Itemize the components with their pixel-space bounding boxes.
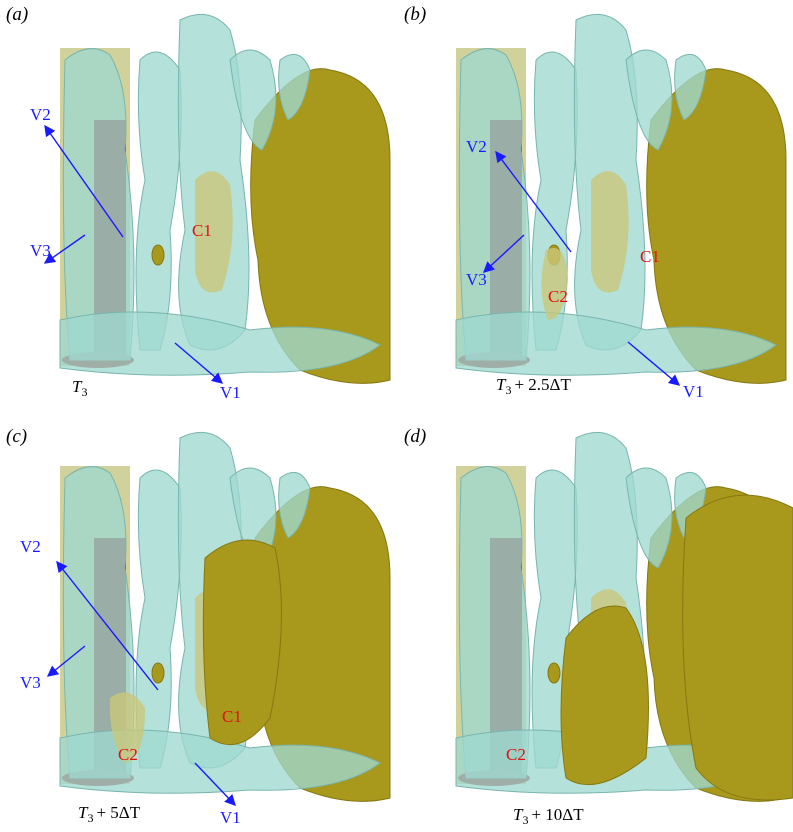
- panel-b: (b) V2 V3 V1 C1 C2 T3 + 2.5ΔT: [404, 4, 787, 401]
- time-suffix: + 2.5ΔT: [514, 375, 571, 394]
- core-label: C1: [640, 247, 660, 266]
- vortex-label: V3: [20, 673, 41, 692]
- panel-a: (a) V2 V3 V1 C1 T3: [6, 4, 391, 402]
- time-subscript: 3: [522, 813, 528, 827]
- arrow: [56, 560, 159, 691]
- vortex-label: V3: [466, 270, 487, 289]
- arrow: [482, 234, 525, 273]
- panel-label: (a): [6, 4, 28, 25]
- time-label: T3 + 2.5ΔT: [496, 375, 571, 397]
- core-label: C1: [192, 221, 212, 240]
- time-symbol: T: [72, 377, 83, 396]
- arrow: [46, 645, 86, 677]
- panel-c: (c) V2 V3 V1 C1 C2 T3 + 5ΔT: [6, 426, 391, 827]
- vortex-label: V2: [20, 537, 41, 556]
- vortex-label: V1: [220, 383, 241, 402]
- panel-label: (b): [404, 4, 426, 25]
- time-suffix: + 10ΔT: [531, 805, 584, 824]
- vortex-label: V1: [683, 382, 704, 401]
- time-label: T3 + 10ΔT: [513, 805, 584, 827]
- core-label: C2: [548, 287, 568, 306]
- vortex-label: V2: [466, 137, 487, 156]
- arrow: [627, 341, 681, 386]
- arrow: [43, 234, 86, 264]
- time-subscript: 3: [87, 811, 93, 825]
- panel-label: (d): [404, 426, 426, 447]
- time-label: T3 + 5ΔT: [78, 803, 141, 825]
- time-label: T3: [72, 377, 87, 399]
- arrow: [44, 124, 124, 238]
- core-label: C2: [506, 745, 526, 764]
- vortex-label: V2: [30, 105, 51, 124]
- vortex-label: V1: [220, 808, 241, 827]
- arrow: [194, 762, 236, 807]
- time-subscript: 3: [81, 385, 87, 399]
- arrow: [174, 342, 224, 384]
- time-symbol: T: [513, 805, 524, 824]
- panel-label: (c): [6, 426, 27, 447]
- time-symbol: T: [78, 803, 89, 822]
- core-label: C1: [222, 707, 242, 726]
- time-symbol: T: [496, 375, 507, 394]
- time-subscript: 3: [505, 383, 511, 397]
- vortex-label: V3: [30, 241, 51, 260]
- panel-d: (d) C2 T3 + 10ΔT: [404, 426, 793, 827]
- time-suffix: + 5ΔT: [96, 803, 140, 822]
- core-label: C2: [118, 745, 138, 764]
- arrow: [495, 150, 572, 253]
